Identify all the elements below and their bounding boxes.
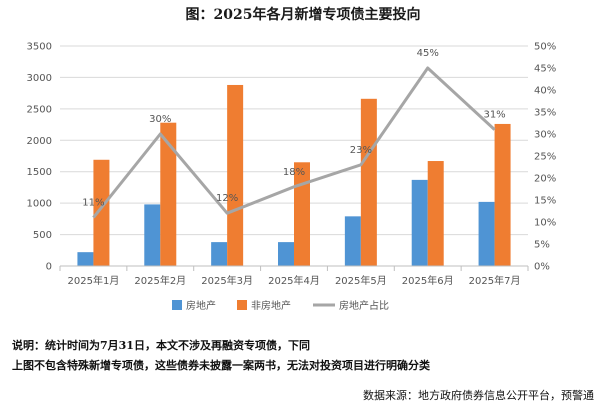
bar-real-estate <box>344 216 361 266</box>
ratio-data-label: 12% <box>216 193 238 204</box>
x-axis: 2025年1月 2025年2月 2025年3月 2025年4月 2025年5月 2025年… <box>59 265 529 287</box>
y-left-tick-label: 2000 <box>27 136 52 147</box>
y-right-tick-label: 45% <box>534 64 556 75</box>
y-right-tick-label: 0% <box>534 262 550 273</box>
y-right-tick-label: 30% <box>534 130 556 141</box>
bar-real-estate <box>144 204 161 266</box>
y-right-tick-label: 10% <box>534 218 556 229</box>
y-left-tick-label: 500 <box>33 230 52 241</box>
y-left-tick-label: 1500 <box>27 167 52 178</box>
legend-swatch <box>237 300 247 310</box>
bar-non-real-estate <box>227 84 244 266</box>
note-line-2: 上图不包含特殊新增专项债，这些债券未披露一案两书，无法对投资项目进行明确分类 <box>12 359 430 372</box>
bar-non-real-estate <box>494 123 511 266</box>
y-right-tick-label: 50% <box>534 42 556 53</box>
legend: 房地产 非房地产 房地产占比 <box>172 299 389 312</box>
y-right-tick-label: 15% <box>534 196 556 207</box>
legend-label: 房地产占比 <box>339 299 389 312</box>
y-right-tick-label: 40% <box>534 86 556 97</box>
source-text: 数据来源：地方政府债券信息公开平台，预警通 <box>363 389 594 402</box>
bar-non-real-estate <box>360 98 377 266</box>
y-axis-left: 0 500 1000 1500 2000 2500 3000 3500 <box>27 42 52 273</box>
x-tick-label: 2025年5月 <box>335 274 387 287</box>
bar-non-real-estate <box>93 159 110 266</box>
y-axis-right: 0% 5% 10% 15% 20% 25% 30% 35% 40% 45% 50% <box>534 42 556 273</box>
x-tick-label: 2025年6月 <box>402 274 454 287</box>
ratio-data-label: 45% <box>417 48 439 59</box>
x-tick-label: 2025年4月 <box>268 274 320 287</box>
y-right-tick-label: 25% <box>534 152 556 163</box>
bars <box>77 84 511 266</box>
legend-label: 非房地产 <box>251 299 291 312</box>
bar-non-real-estate <box>427 161 444 266</box>
ratio-data-label: 23% <box>350 145 372 156</box>
y-right-tick-label: 20% <box>534 174 556 185</box>
x-tick-label: 2025年3月 <box>201 274 253 287</box>
y-left-tick-label: 1000 <box>27 199 52 210</box>
ratio-line: 11% 30% 12% 18% 23% 45% 31% <box>82 48 506 219</box>
chart: 0 500 1000 1500 2000 2500 3000 3500 0% 5% 10% 15% 2… <box>27 42 557 313</box>
x-tick-label: 2025年2月 <box>134 274 186 287</box>
y-right-tick-label: 5% <box>534 240 550 251</box>
y-left-tick-label: 0 <box>46 262 52 273</box>
y-right-tick-label: 35% <box>534 108 556 119</box>
note-line-1: 说明：统计时间为7月31日，本文不涉及再融资专项债，下同 <box>12 339 310 352</box>
bar-real-estate <box>77 252 94 266</box>
bar-non-real-estate <box>160 122 177 266</box>
x-tick-label: 2025年1月 <box>68 274 120 287</box>
y-left-tick-label: 3500 <box>27 42 52 53</box>
y-left-tick-label: 3000 <box>27 73 52 84</box>
bar-non-real-estate <box>294 162 310 266</box>
legend-swatch <box>172 300 182 310</box>
legend-label: 房地产 <box>186 299 216 312</box>
bar-real-estate <box>211 242 228 266</box>
ratio-data-label: 30% <box>149 114 171 125</box>
y-left-tick-label: 2500 <box>27 104 52 115</box>
ratio-data-label: 31% <box>483 110 505 121</box>
bar-real-estate <box>478 201 495 266</box>
ratio-data-label: 18% <box>283 167 305 178</box>
x-tick-label: 2025年7月 <box>469 274 521 287</box>
bar-real-estate <box>411 179 428 266</box>
ratio-data-label: 11% <box>82 198 104 209</box>
page-title: 图：2025年各月新增专项债主要投向 <box>185 7 421 23</box>
ratio-line-path <box>92 66 496 219</box>
bar-real-estate <box>278 242 294 266</box>
